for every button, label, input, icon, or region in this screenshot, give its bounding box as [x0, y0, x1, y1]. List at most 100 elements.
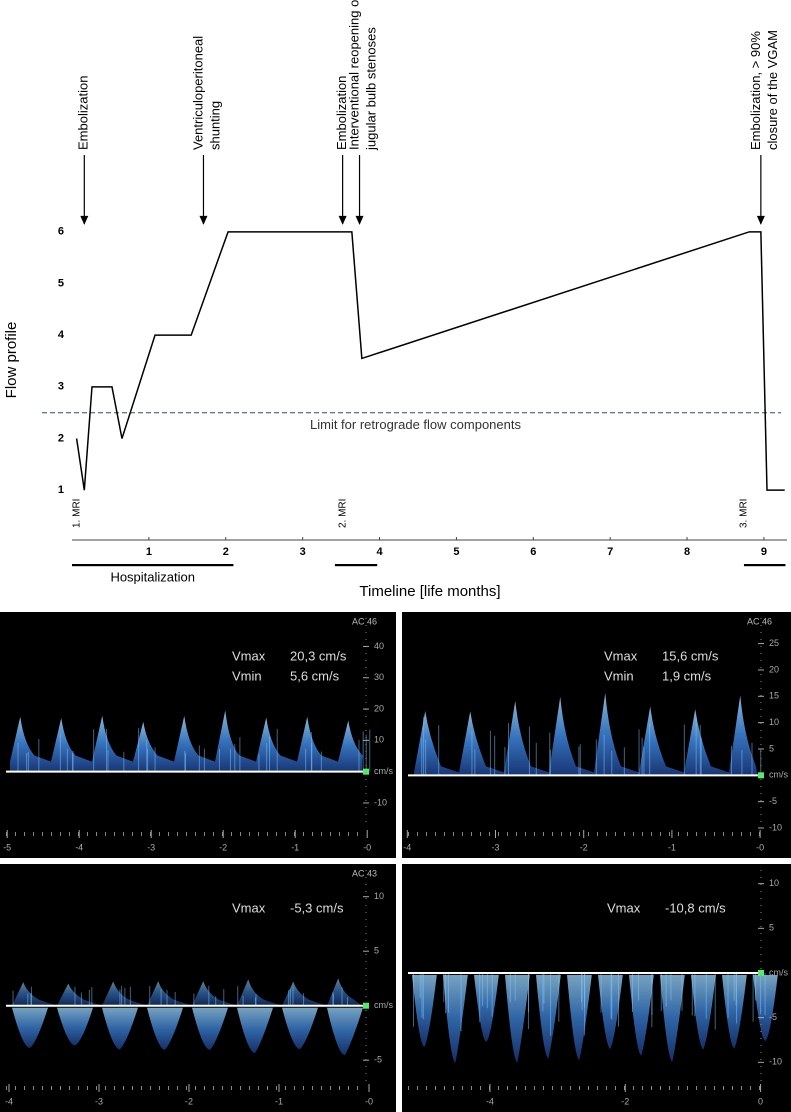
doppler-flow: [215, 710, 256, 772]
device-label: AC 43: [352, 868, 377, 878]
doppler-flow: [504, 701, 549, 776]
doppler-flow: [684, 709, 729, 776]
y-tick-label: 2: [58, 432, 64, 444]
doppler-panel: 40 30 20 10 cm/s -10 -5 -4 -3 -2 -1 -0 AC 46 Vmax 20,3…: [0, 612, 396, 858]
doppler-flow: [10, 716, 51, 772]
y-tick-label: -5: [769, 796, 777, 806]
flow-line: [75, 231, 785, 491]
doppler-flow: [147, 1007, 183, 1050]
doppler-flow: [327, 978, 362, 1006]
x-tick-label: 1: [146, 546, 152, 558]
reading-name: Vmax: [604, 648, 638, 663]
x-tick-label: 9: [761, 546, 767, 558]
x-tick-label: -4: [5, 1096, 13, 1106]
reading-name: Vmax: [607, 900, 641, 915]
annotation-text: Embolization: [76, 76, 91, 150]
doppler-flow: [57, 983, 102, 1006]
y-tick-label: 40: [374, 641, 384, 651]
reading-value: 15,6 cm/s: [662, 648, 719, 663]
y-tick-label: 30: [374, 672, 384, 682]
x-tick-label: 0: [758, 1096, 763, 1106]
doppler-flow: [639, 706, 684, 776]
doppler-flow: [629, 975, 654, 1056]
annotation-text: Ventriculoperitoneal: [190, 36, 205, 150]
reading-name: Vmax: [232, 900, 266, 915]
y-tick-label: 3: [58, 381, 64, 393]
doppler-flow: [51, 718, 92, 772]
period-bar: [72, 564, 234, 567]
device-label: AC 46: [747, 616, 772, 626]
x-tick-label: -2: [185, 1096, 193, 1106]
doppler-flow: [505, 975, 530, 1063]
annotation-text: Embolization: [334, 76, 349, 150]
doppler-flow: [282, 1007, 318, 1050]
reading-value: -10,8 cm/s: [665, 900, 726, 915]
y-tick-label: 4: [58, 329, 65, 341]
doppler-flow: [192, 981, 237, 1006]
device-label: AC 46: [352, 616, 377, 626]
chart-background: [0, 0, 791, 600]
y-tick-label: 10: [374, 891, 384, 901]
y-tick-label: 1: [58, 484, 64, 496]
doppler-flow: [729, 695, 757, 776]
arrow-head: [80, 215, 89, 225]
x-tick-label: 3: [300, 546, 306, 558]
mri-label: 2. MRI: [337, 499, 348, 528]
arrow-head: [355, 215, 364, 225]
panel-background: [0, 612, 396, 858]
doppler-panel: 25 20 15 10 5 cm/s -5 -10 -4 -3 -2 -1 -0 AC 46 Vmax 15,…: [402, 612, 791, 858]
x-tick-label: -0: [363, 842, 371, 852]
doppler-flow: [12, 982, 57, 1006]
annotation-text: Interventional reopening of: [346, 0, 361, 150]
annotation-text: jugular bulb stenoses: [363, 27, 378, 151]
x-tick-label: -2: [580, 842, 588, 852]
doppler-flow: [237, 979, 282, 1006]
y-tick-label: 10: [769, 717, 779, 727]
doppler-flow: [691, 975, 716, 1050]
y-tick-label: -10: [769, 822, 782, 832]
reading-name: Vmax: [232, 648, 266, 663]
doppler-flow: [147, 981, 192, 1006]
y-tick-label: -5: [374, 1055, 382, 1065]
x-tick-label: -0: [756, 842, 764, 852]
doppler-flow: [102, 1007, 138, 1050]
y-tick-label: 5: [374, 946, 379, 956]
threshold-label: Limit for retrograde flow components: [310, 417, 521, 432]
reading-value: -5,3 cm/s: [290, 900, 344, 915]
doppler-flow: [92, 715, 133, 772]
y-tick-label: 20: [374, 703, 384, 713]
doppler-flow: [174, 715, 215, 772]
reading-name: Vmin: [232, 668, 262, 683]
y-tick-label: 10: [769, 878, 779, 888]
annotation-text: shunting: [207, 101, 222, 150]
annotation-text: closure of the VGAM: [765, 30, 780, 150]
doppler-flow: [567, 975, 592, 1060]
x-tick-label: -3: [147, 842, 155, 852]
reading-value: 20,3 cm/s: [290, 648, 347, 663]
doppler-flow: [459, 711, 504, 776]
doppler-flow: [297, 716, 338, 772]
x-tick-label: -1: [668, 842, 676, 852]
y-tick-label: -10: [374, 797, 387, 807]
x-tick-label: 6: [530, 546, 536, 558]
mri-label: 3. MRI: [739, 499, 750, 528]
reading-name: Vmin: [604, 668, 634, 683]
y-tick-label: -5: [769, 1012, 777, 1022]
y-tick-label: 6: [58, 226, 64, 238]
y-tick-label: -10: [769, 1057, 782, 1067]
y-tick-label: 5: [769, 743, 774, 753]
doppler-flow: [327, 1007, 363, 1056]
x-tick-label: 7: [607, 546, 613, 558]
y-tick-label: 20: [769, 664, 779, 674]
y-tick-label: cm/s: [769, 967, 788, 977]
x-tick-label: 5: [453, 546, 459, 558]
x-tick-label: -1: [291, 842, 299, 852]
x-tick-label: -3: [95, 1096, 103, 1106]
doppler-flow: [443, 975, 468, 1063]
x-tick-label: -2: [621, 1096, 629, 1106]
period-bar: [743, 564, 786, 567]
arrow-head: [338, 215, 347, 225]
arrow-head: [756, 215, 765, 225]
x-tick-label: 2: [223, 546, 229, 558]
